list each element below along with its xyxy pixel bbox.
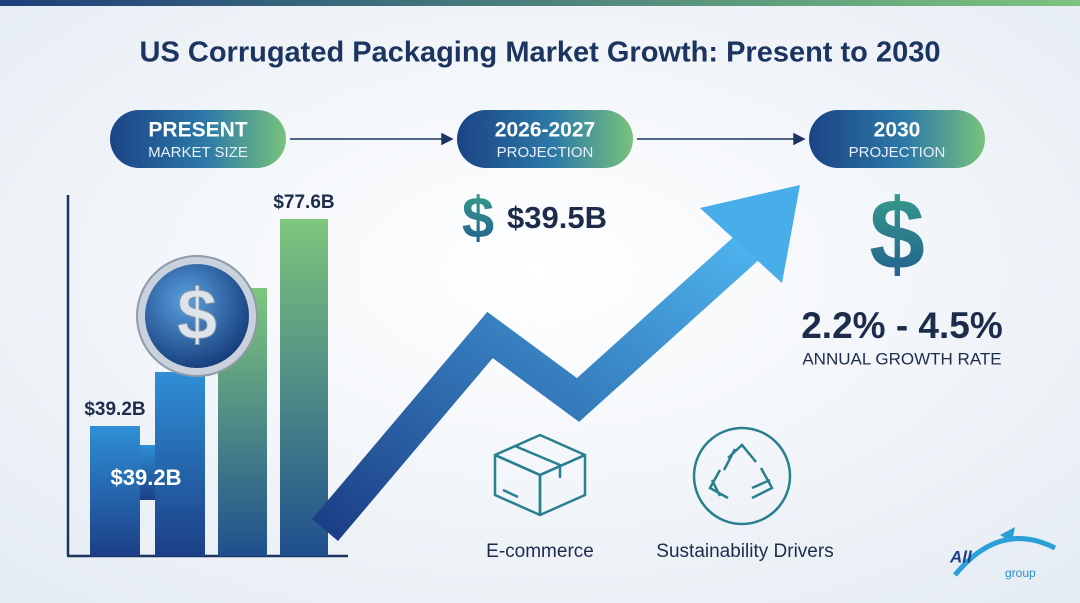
bar-chart-illustration xyxy=(66,195,348,558)
stage-pill xyxy=(110,110,286,168)
stage-subtitle: PROJECTION xyxy=(849,144,946,161)
bar-label: $39.2B xyxy=(111,465,182,490)
driver-label: E-commerce xyxy=(486,541,594,562)
logo-text: All xyxy=(949,547,973,566)
stage-pill xyxy=(457,110,633,168)
bar-label: $39.2B xyxy=(84,399,145,420)
recycle-icon xyxy=(692,426,792,526)
coin-symbol: $ xyxy=(177,275,217,355)
stage-title: 2026-2027 xyxy=(495,119,595,142)
stage-subtitle: MARKET SIZE xyxy=(148,144,248,161)
growth-symbol: $ xyxy=(869,178,925,290)
stage-pill xyxy=(809,110,985,168)
connectors xyxy=(290,132,806,146)
stage-subtitle: PROJECTION xyxy=(497,144,594,161)
growth-label: ANNUAL GROWTH RATE xyxy=(802,349,1001,368)
growth-arrow xyxy=(312,185,800,541)
coin xyxy=(136,255,258,377)
bar-label: $77.6B xyxy=(273,192,334,213)
driver-label: Sustainability Drivers xyxy=(656,541,833,562)
stage-title: 2030 xyxy=(874,119,921,142)
stage: PRESENT MARKET SIZE xyxy=(110,110,286,168)
logo xyxy=(953,527,1057,577)
box-icon xyxy=(493,433,587,517)
projection-symbol: $ xyxy=(462,185,494,250)
logo-sub: group xyxy=(1005,566,1036,580)
stage: 2030 PROJECTION xyxy=(809,110,985,168)
title: US Corrugated Packaging Market Growth: P… xyxy=(140,37,941,69)
top-bar xyxy=(0,0,1080,6)
projection-value: $39.5B xyxy=(507,200,607,235)
stage-title: PRESENT xyxy=(148,119,247,142)
growth-range: 2.2% - 4.5% xyxy=(801,305,1003,346)
stage: 2026-2027 PROJECTION xyxy=(457,110,633,168)
